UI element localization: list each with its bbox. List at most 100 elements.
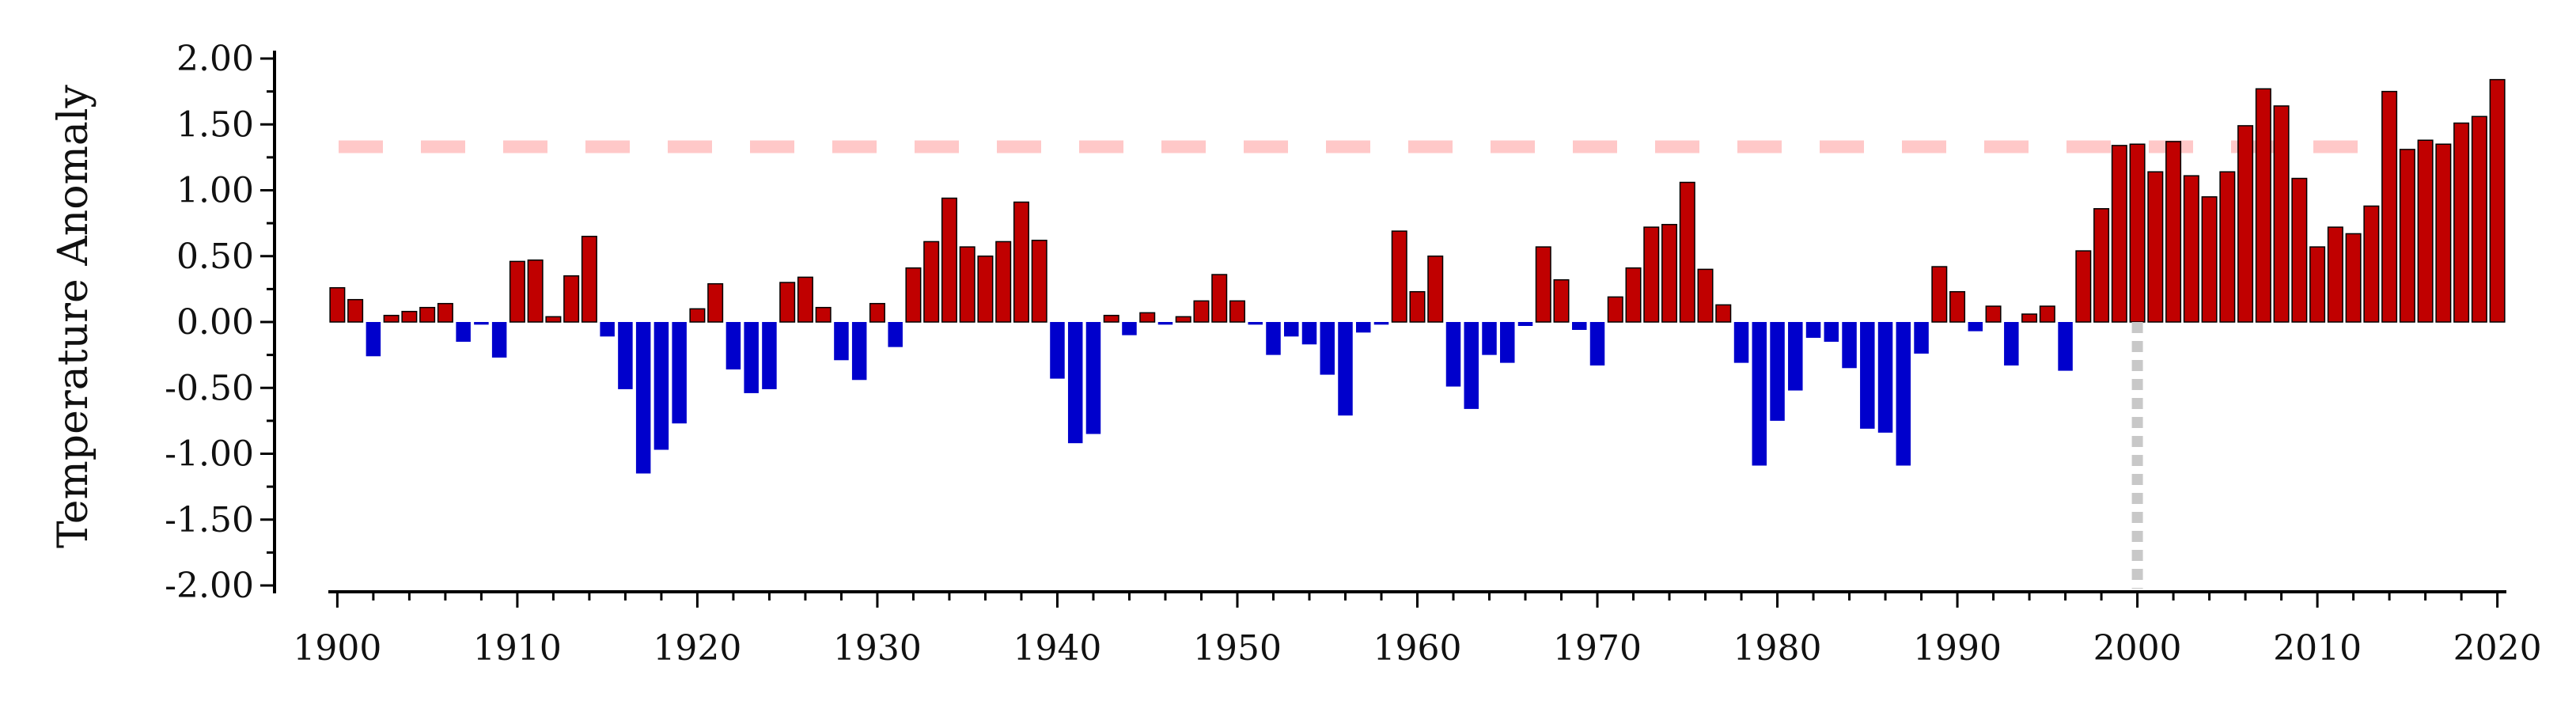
bar-1984 [1842,322,1857,369]
bar-1946 [1157,322,1173,325]
bar-1989 [1931,266,1948,323]
bar-1983 [1824,322,1839,342]
bar-1926 [797,276,813,323]
bar-1913 [563,275,580,323]
bar-1951 [1248,322,1263,325]
y-tick-label: -1.00 [165,434,254,475]
bar-1972 [1625,267,1642,323]
bar-1941 [1067,322,1083,444]
bar-2006 [2237,125,2254,323]
bars-group [329,78,2506,474]
bar-1914 [581,236,597,323]
bar-1920 [689,308,706,323]
bar-1965 [1500,322,1515,363]
bar-1999 [2111,145,2127,323]
bar-2020 [2489,78,2506,323]
bar-1947 [1175,316,1191,323]
bar-1990 [1949,290,1966,323]
bar-1908 [474,322,489,325]
bar-1960 [1409,290,1426,323]
bar-1958 [1373,322,1389,325]
bar-1993 [2004,322,2019,366]
bar-1969 [1572,322,1587,330]
bar-1970 [1589,322,1605,366]
bar-1948 [1193,300,1210,323]
bar-2007 [2255,88,2271,323]
bar-2017 [2435,143,2452,323]
bar-1995 [2039,305,2055,323]
bar-2014 [2381,90,2398,323]
bar-1952 [1266,322,1281,355]
bar-1976 [1697,268,1714,323]
bar-2001 [2147,171,2164,323]
bar-2000 [2129,143,2146,323]
bar-1978 [1733,322,1749,363]
bar-1956 [1338,322,1353,416]
y-axis-title: Temperature Anomaly [50,84,97,547]
x-tick-label: 2000 [2093,628,2182,669]
bar-1973 [1643,226,1660,323]
bar-1967 [1535,246,1551,323]
bar-1980 [1770,322,1785,421]
bar-1950 [1229,300,1245,323]
x-tick-label: 1950 [1193,628,1282,669]
bar-1921 [707,282,724,323]
bar-1923 [744,322,759,393]
bar-1963 [1464,322,1479,409]
bar-1934 [941,197,957,323]
bar-2015 [2399,149,2415,323]
bar-1966 [1517,322,1533,326]
bar-1905 [419,306,436,323]
bar-1929 [851,322,867,381]
bar-1919 [672,322,687,424]
bar-1904 [401,310,418,323]
bar-1944 [1122,322,1137,335]
x-tick-label: 1990 [1913,628,2002,669]
bar-1916 [618,322,633,389]
bar-1942 [1085,322,1101,434]
bar-1959 [1391,230,1407,323]
bar-1932 [905,267,922,323]
bar-1918 [653,322,669,450]
x-tick-label: 1970 [1553,628,1642,669]
bar-1996 [2058,322,2073,371]
bar-2004 [2201,196,2218,323]
bar-2005 [2219,171,2236,323]
bar-2013 [2363,205,2380,323]
bar-2018 [2453,122,2470,323]
bar-1982 [1805,322,1821,338]
x-tick-label: 2010 [2273,628,2362,669]
bar-1906 [437,302,453,323]
bar-1977 [1715,304,1732,323]
bar-1943 [1103,314,1119,323]
bar-1922 [725,322,741,369]
y-tick-label: 0.50 [176,237,254,277]
bar-1968 [1553,278,1570,323]
bar-1994 [2021,313,2038,323]
bar-1925 [779,282,796,323]
bar-1987 [1896,322,1911,466]
y-tick-label: 0.00 [176,302,254,343]
x-tick-label: 1980 [1733,628,1822,669]
y-tick-label: 1.50 [176,104,254,145]
bar-2009 [2291,177,2308,323]
bar-1902 [366,322,381,357]
bar-1935 [959,246,975,323]
bar-1945 [1139,312,1156,323]
bar-1991 [1968,322,1983,331]
x-tick-label: 1920 [653,628,741,669]
bar-1938 [1013,201,1029,323]
bar-1911 [527,259,544,323]
bar-1930 [869,302,885,323]
bar-2010 [2309,246,2326,323]
x-tick-label: 1910 [473,628,562,669]
bar-1964 [1482,322,1497,355]
bar-2003 [2183,175,2199,323]
x-axis: 1900 1910 1920 1930 1940 1950 1960 1970 1980 1990… [293,590,2542,669]
bar-1981 [1788,322,1803,391]
bar-1986 [1877,322,1893,433]
bar-1985 [1860,322,1875,429]
bar-1974 [1661,224,1678,323]
bar-1957 [1355,322,1371,333]
